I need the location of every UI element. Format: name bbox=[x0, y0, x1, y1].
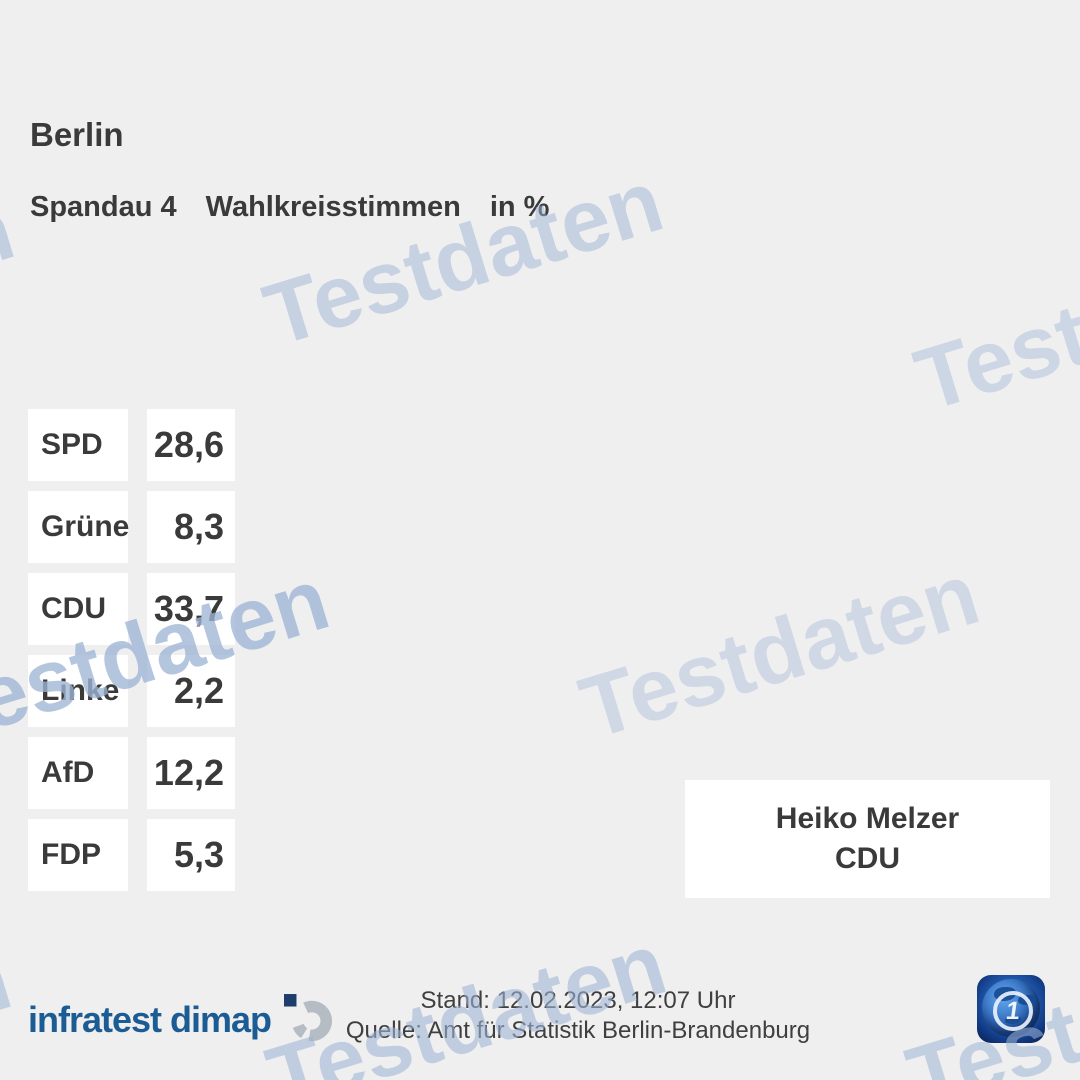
testdaten-watermark: Testdaten bbox=[0, 928, 22, 1080]
tagesschau-app-icon: 1 bbox=[977, 975, 1045, 1043]
table-row: Linke 2,2 bbox=[28, 655, 235, 727]
timestamp-line: Stand: 12.02.2023, 12:07 Uhr bbox=[420, 987, 736, 1014]
table-row: AfD 12,2 bbox=[28, 737, 235, 809]
table-row: Grüne 8,3 bbox=[28, 491, 235, 563]
party-label: Linke bbox=[28, 655, 128, 727]
party-value: 2,2 bbox=[147, 655, 235, 727]
results-table: SPD 28,6 Grüne 8,3 CDU 33,7 Linke 2,2 Af… bbox=[28, 409, 235, 901]
winner-name: Heiko Melzer bbox=[775, 802, 960, 835]
party-label: AfD bbox=[28, 737, 128, 809]
subtitle-unit: in % bbox=[489, 191, 550, 223]
table-row: SPD 28,6 bbox=[28, 409, 235, 481]
party-value: 33,7 bbox=[147, 573, 235, 645]
party-label: Grüne bbox=[28, 491, 129, 563]
source-line: Quelle: Amt für Statistik Berlin-Branden… bbox=[345, 1017, 811, 1044]
subtitle-district: Spandau 4 bbox=[30, 191, 177, 223]
infratest-dimap-icon bbox=[284, 994, 333, 1049]
testdaten-watermark: Testdaten bbox=[569, 543, 990, 758]
infratest-dimap-wordmark: infratest dimap bbox=[28, 999, 272, 1040]
page-title: Berlin bbox=[30, 116, 124, 153]
winner-party: CDU bbox=[835, 842, 900, 875]
testdaten-watermark: Testdaten bbox=[0, 178, 25, 393]
ard-one-ring-icon: 1 bbox=[993, 991, 1033, 1031]
party-label: CDU bbox=[28, 573, 128, 645]
party-value: 12,2 bbox=[147, 737, 235, 809]
party-label: FDP bbox=[28, 819, 128, 891]
party-value: 5,3 bbox=[147, 819, 235, 891]
party-label: SPD bbox=[28, 409, 128, 481]
table-row: CDU 33,7 bbox=[28, 573, 235, 645]
winner-box: Heiko Melzer CDU bbox=[685, 780, 1050, 898]
party-value: 8,3 bbox=[147, 491, 235, 563]
subtitle-measure: Wahlkreisstimmen bbox=[205, 191, 461, 223]
table-row: FDP 5,3 bbox=[28, 819, 235, 891]
subtitle: Spandau 4 Wahlkreisstimmen in % bbox=[30, 191, 549, 224]
party-value: 28,6 bbox=[147, 409, 235, 481]
testdaten-watermark: Testdaten bbox=[253, 150, 674, 365]
footer-source: Stand: 12.02.2023, 12:07 Uhr Quelle: Amt… bbox=[250, 986, 906, 1046]
infratest-dimap-logo: infratest dimap bbox=[28, 994, 333, 1049]
testdaten-watermark: Testdaten bbox=[904, 215, 1080, 430]
ard-one-label: 1 bbox=[1004, 996, 1022, 1025]
